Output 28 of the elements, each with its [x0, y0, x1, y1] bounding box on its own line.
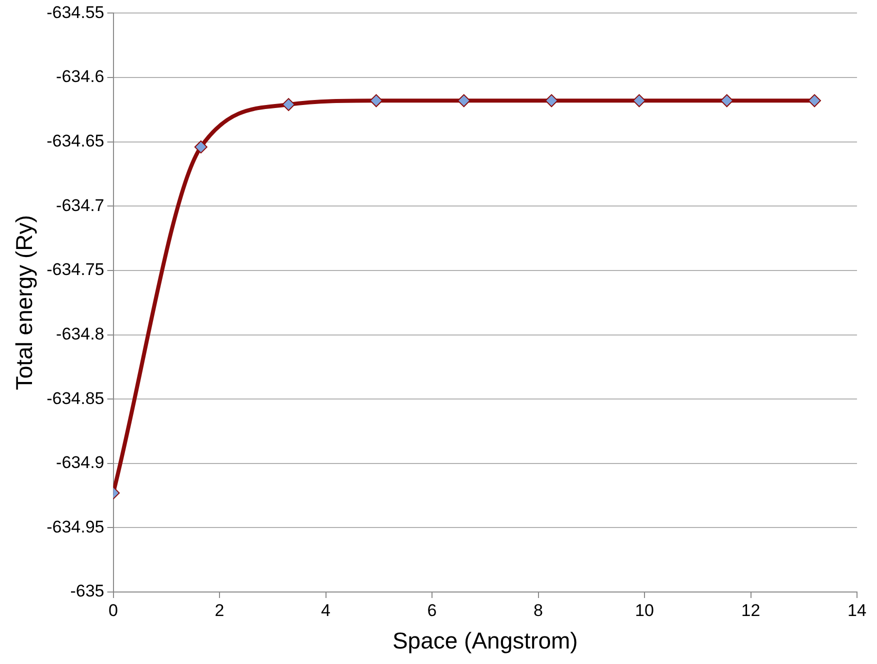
point: [457, 94, 470, 108]
y-tick-label: -634.85: [46, 388, 104, 408]
x-tick-label: 12: [741, 600, 760, 620]
point: [282, 98, 296, 112]
y-axis-title: Total energy (Ry): [11, 215, 38, 390]
x-tick-label: 4: [321, 600, 330, 620]
x-tick-label: 0: [108, 600, 118, 620]
y-tick-label: -634.55: [46, 2, 104, 22]
y-tick-label: -634.8: [56, 324, 104, 344]
y-tick-label: -634.65: [46, 132, 104, 151]
point: [632, 94, 646, 108]
point: [370, 94, 383, 108]
x-tick-label: 14: [848, 600, 866, 620]
point: [720, 94, 734, 108]
point: [194, 140, 208, 154]
x-tick-label: 10: [635, 600, 654, 620]
y-tick-label: -634.9: [56, 453, 104, 472]
y-tick-label: -634.75: [46, 260, 104, 280]
x-tick-label: 6: [427, 600, 437, 620]
x-axis-title: Space (Angstrom): [392, 628, 578, 654]
y-tick-label: -634.95: [46, 517, 104, 536]
point: [545, 94, 558, 108]
x-tick-label: 2: [214, 600, 224, 620]
x-tick-label: 8: [534, 600, 543, 620]
point: [808, 94, 821, 108]
y-tick-label: -634.7: [56, 196, 104, 215]
y-tick-label: -634.6: [56, 67, 104, 86]
y-tick-label: -635: [70, 582, 104, 601]
